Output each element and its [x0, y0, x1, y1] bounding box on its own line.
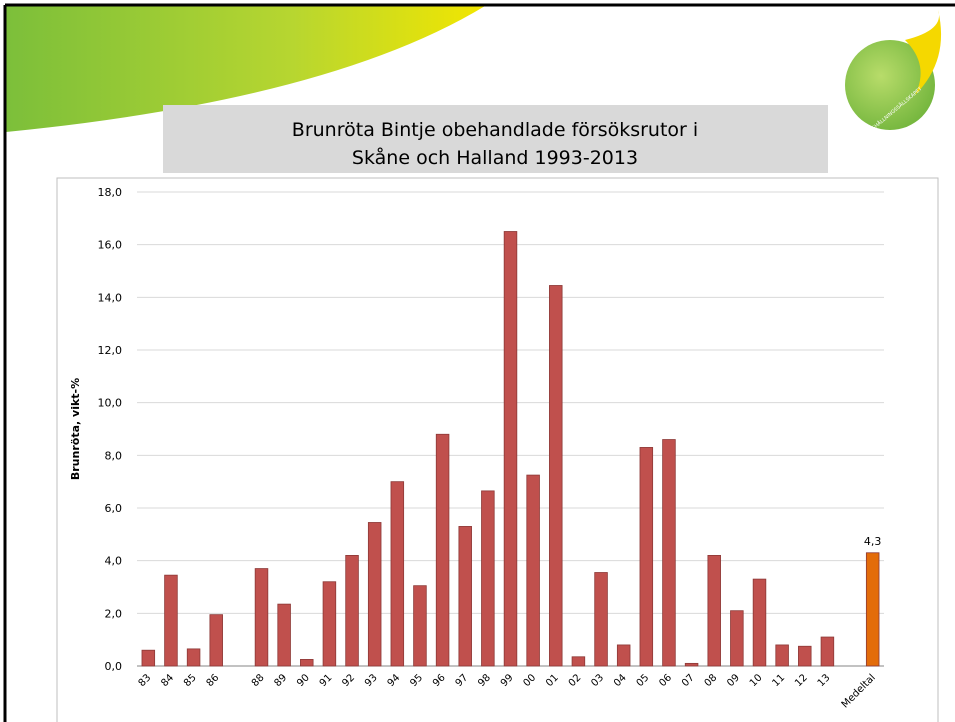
- bar: [482, 491, 495, 666]
- bar: [436, 434, 449, 666]
- bar: [617, 645, 630, 666]
- y-tick-label: 10,0: [98, 397, 123, 410]
- chart-title: Skåne och Halland 1993-2013: [352, 146, 638, 169]
- y-axis-label: Brunröta, vikt-%: [69, 378, 82, 480]
- y-tick-label: 12,0: [98, 344, 123, 357]
- bar: [549, 285, 562, 666]
- bar: [663, 440, 676, 666]
- bar: [798, 646, 811, 666]
- bar: [459, 526, 472, 666]
- chart-title: Brunröta Bintje obehandlade försöksrutor…: [292, 119, 698, 141]
- bar: [414, 586, 427, 666]
- bar: [187, 649, 200, 666]
- bar: [504, 232, 517, 667]
- bar: [866, 553, 879, 666]
- bar: [527, 475, 540, 666]
- bar: [368, 522, 381, 666]
- chart-frame: [57, 178, 938, 722]
- y-tick-label: 14,0: [98, 291, 123, 304]
- y-tick-label: 8,0: [105, 449, 123, 462]
- bar: [821, 637, 834, 666]
- value-label: 4,3: [864, 535, 882, 548]
- bar: [323, 582, 336, 666]
- slide: HUSHÅLLNINGSSÄLLSKAPET Brunröta Bintje o…: [0, 0, 955, 722]
- y-tick-label: 6,0: [105, 502, 123, 515]
- bar: [278, 604, 291, 666]
- bar: [165, 575, 178, 666]
- bar: [142, 650, 155, 666]
- bar: [753, 579, 766, 666]
- bar: [685, 663, 698, 666]
- bar: [595, 573, 608, 666]
- y-tick-label: 2,0: [105, 607, 123, 620]
- bar: [391, 482, 404, 666]
- y-tick-label: 4,0: [105, 555, 123, 568]
- y-tick-label: 16,0: [98, 239, 123, 252]
- bar: [731, 611, 744, 666]
- bar: [640, 447, 653, 666]
- bar: [346, 555, 359, 666]
- y-tick-label: 18,0: [98, 186, 123, 199]
- bar: [255, 569, 268, 666]
- bar: [708, 555, 721, 666]
- bar: [776, 645, 789, 666]
- bar: [210, 615, 223, 666]
- y-tick-label: 0,0: [105, 660, 123, 673]
- bar: [572, 657, 585, 666]
- bar: [300, 659, 313, 666]
